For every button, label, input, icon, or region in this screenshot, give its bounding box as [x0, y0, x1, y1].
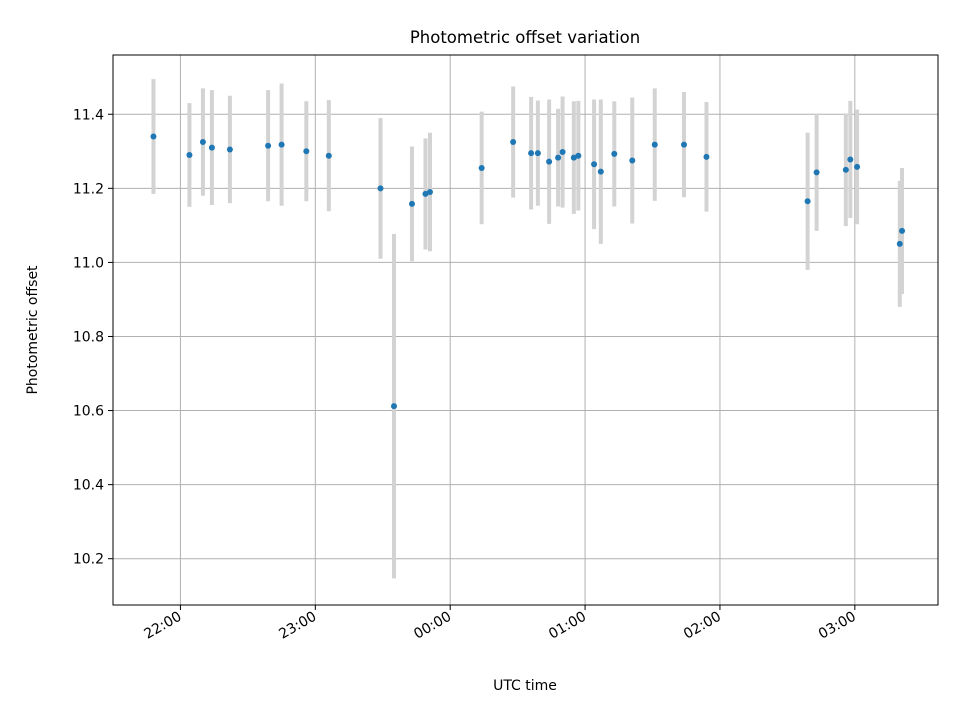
data-point [150, 133, 157, 140]
y-tick-label: 10.6 [73, 404, 104, 420]
data-point [278, 141, 285, 148]
y-tick-label: 10.2 [73, 552, 104, 568]
data-point [813, 169, 820, 176]
data-point [591, 161, 598, 168]
data-point [303, 148, 310, 155]
y-tick-label: 10.4 [73, 478, 104, 494]
data-point [629, 157, 636, 164]
data-point [426, 189, 433, 196]
data-point [422, 190, 429, 197]
data-point [842, 166, 849, 173]
plot-frame [112, 54, 939, 606]
y-tick-label: 11.4 [73, 107, 104, 123]
y-tick-label: 10.8 [73, 329, 104, 345]
data-point [528, 150, 535, 157]
data-point [896, 240, 903, 247]
data-point [854, 163, 861, 170]
data-point [377, 185, 384, 192]
y-tick-label: 11.2 [73, 181, 104, 197]
data-point [680, 141, 687, 148]
y-axis-ticks: 10.2 10.4 10.6 10.8 11.0 11.2 11.4 [73, 107, 113, 568]
data-point [703, 153, 710, 160]
data-point [226, 146, 233, 153]
y-axis-label: Photometric offset [25, 265, 41, 395]
data-point [265, 142, 272, 149]
data-point [546, 158, 553, 165]
data-point [186, 152, 193, 158]
data-point [199, 139, 206, 146]
chart-title: Photometric offset variation [410, 28, 640, 47]
data-point [597, 168, 604, 175]
data-point [555, 154, 562, 161]
x-axis-label: UTC time [493, 678, 557, 694]
data-point [899, 227, 906, 234]
data-point [651, 141, 658, 148]
data-point [804, 198, 811, 205]
data-points [150, 133, 906, 410]
data-point [559, 149, 566, 156]
data-point [510, 139, 517, 146]
data-point [390, 403, 397, 410]
y-tick-label: 11.0 [73, 255, 104, 271]
data-point [570, 154, 577, 161]
data-point [847, 156, 854, 163]
data-point [478, 164, 485, 171]
data-point [408, 200, 415, 207]
grid-lines [113, 55, 938, 605]
data-point [575, 152, 582, 159]
data-point [325, 152, 332, 159]
data-point [611, 150, 618, 157]
data-point [534, 150, 541, 157]
data-point [208, 144, 215, 151]
